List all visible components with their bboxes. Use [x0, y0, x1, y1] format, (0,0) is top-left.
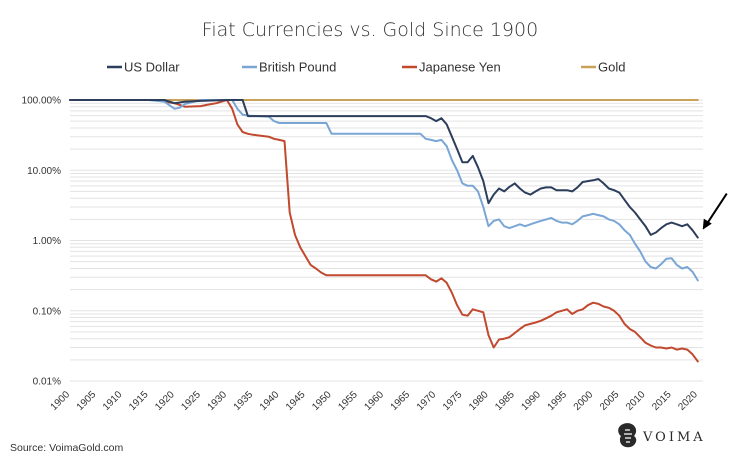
x-tick-label: 1945 — [284, 389, 308, 413]
series-lines — [69, 99, 699, 363]
series-line-british-pound — [69, 99, 699, 282]
legend-label: Gold — [598, 60, 625, 75]
x-tick-label: 1985 — [493, 389, 517, 413]
x-tick-label: 1980 — [467, 389, 491, 413]
x-tick-label: 2005 — [598, 389, 622, 413]
x-tick-label: 1955 — [336, 389, 360, 413]
x-axis-ticks: 1900 1905 1910 1915 1920 1925 1930 1935 1940 1945… — [49, 389, 701, 413]
x-tick-label: 1940 — [258, 389, 282, 413]
y-tick-label: 100.00% — [22, 96, 62, 107]
x-tick-label: 1975 — [441, 389, 465, 413]
x-tick-label: 1960 — [362, 389, 386, 413]
x-tick-label: 1930 — [206, 389, 230, 413]
x-tick-label: 1925 — [179, 389, 203, 413]
x-tick-label: 1935 — [232, 389, 256, 413]
x-tick-label: 1905 — [75, 389, 99, 413]
x-tick-label: 1995 — [546, 389, 570, 413]
y-tick-label: 0.01% — [33, 377, 61, 388]
brand-name: VOIMA — [642, 430, 706, 445]
x-tick-label: 1910 — [101, 389, 125, 413]
x-tick-label: 2010 — [624, 389, 648, 413]
chart-title: Fiat Currencies vs. Gold Since 1900 — [202, 19, 538, 41]
legend-label: Japanese Yen — [419, 60, 501, 75]
x-tick-label: 2015 — [650, 389, 674, 413]
y-tick-label: 1.00% — [33, 236, 61, 247]
series-line-us-dollar — [69, 99, 699, 239]
y-tick-label: 10.00% — [27, 166, 61, 177]
y-tick-label: 0.10% — [33, 306, 61, 317]
x-tick-label: 1970 — [415, 389, 439, 413]
x-tick-label: 1900 — [49, 389, 73, 413]
y-axis-ticks: 100.00% 10.00% 1.00% 0.10% 0.01% — [22, 96, 62, 388]
series-line-japanese-yen — [69, 99, 699, 363]
annotations — [702, 193, 728, 230]
x-tick-label: 2020 — [676, 389, 700, 413]
x-tick-label: 1915 — [127, 389, 151, 413]
legend-label: British Pound — [259, 60, 336, 75]
source-text: Source: VoimaGold.com — [10, 442, 123, 454]
gridlines — [70, 99, 703, 382]
annotation-arrow — [702, 193, 728, 230]
x-tick-label: 1920 — [153, 389, 177, 413]
voima-lion-icon — [618, 423, 637, 448]
x-tick-label: 1990 — [519, 389, 543, 413]
x-tick-label: 1950 — [310, 389, 334, 413]
x-tick-label: 1965 — [389, 389, 413, 413]
x-tick-label: 2000 — [572, 389, 596, 413]
legend: US Dollar British Pound Japanese Yen Gold — [107, 60, 625, 75]
legend-label: US Dollar — [124, 60, 180, 75]
